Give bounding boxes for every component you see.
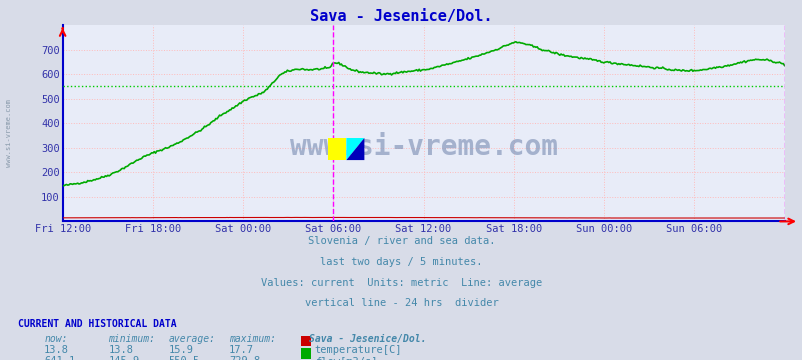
Text: 13.8: 13.8 xyxy=(44,345,69,355)
Text: minimum:: minimum: xyxy=(108,334,156,344)
Text: Sava - Jesenice/Dol.: Sava - Jesenice/Dol. xyxy=(309,334,426,344)
Text: average:: average: xyxy=(168,334,216,344)
Text: flow[m3/s]: flow[m3/s] xyxy=(314,356,377,360)
Text: now:: now: xyxy=(44,334,67,344)
Text: CURRENT AND HISTORICAL DATA: CURRENT AND HISTORICAL DATA xyxy=(18,319,176,329)
Text: 729.8: 729.8 xyxy=(229,356,260,360)
Text: 15.9: 15.9 xyxy=(168,345,193,355)
Text: www.si-vreme.com: www.si-vreme.com xyxy=(6,99,11,167)
Text: maximum:: maximum: xyxy=(229,334,276,344)
Text: 13.8: 13.8 xyxy=(108,345,133,355)
Text: 145.9: 145.9 xyxy=(108,356,140,360)
Text: 641.1: 641.1 xyxy=(44,356,75,360)
Text: last two days / 5 minutes.: last two days / 5 minutes. xyxy=(320,257,482,267)
Text: Slovenia / river and sea data.: Slovenia / river and sea data. xyxy=(307,236,495,246)
Text: temperature[C]: temperature[C] xyxy=(314,345,402,355)
Polygon shape xyxy=(346,138,364,160)
Text: 17.7: 17.7 xyxy=(229,345,253,355)
Text: Values: current  Units: metric  Line: average: Values: current Units: metric Line: aver… xyxy=(261,278,541,288)
Text: Sava - Jesenice/Dol.: Sava - Jesenice/Dol. xyxy=(310,9,492,24)
Text: www.si-vreme.com: www.si-vreme.com xyxy=(290,133,557,161)
Text: 550.5: 550.5 xyxy=(168,356,200,360)
Polygon shape xyxy=(346,138,364,160)
Bar xyxy=(328,138,346,160)
Text: vertical line - 24 hrs  divider: vertical line - 24 hrs divider xyxy=(304,298,498,309)
